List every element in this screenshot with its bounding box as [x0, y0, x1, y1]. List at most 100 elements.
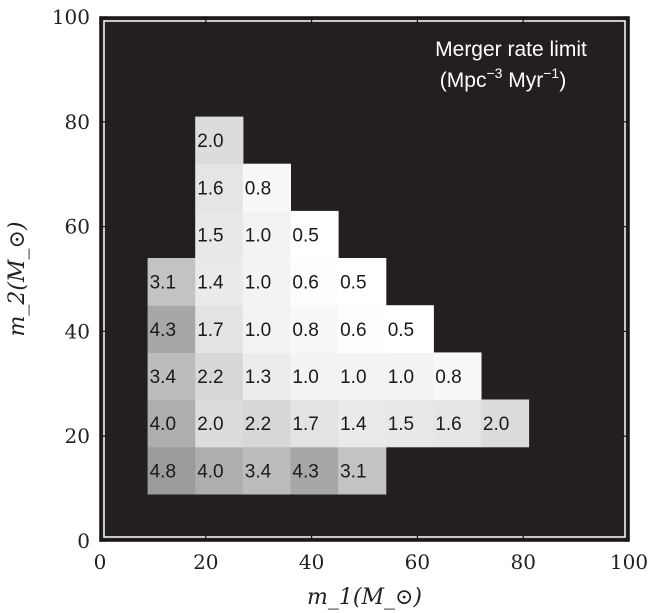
heatmap-cell: [195, 399, 244, 448]
cell-value-label: 0.5: [292, 226, 318, 247]
y-tick-label: 60: [65, 215, 90, 239]
cell-value-label: 3.1: [150, 273, 176, 294]
cell-value-label: 1.0: [292, 367, 318, 388]
y-tick-label: 20: [65, 424, 90, 448]
heatmap-cell: [195, 163, 244, 212]
cell-value-label: 0.6: [340, 320, 366, 341]
units-prefix: (Mpc: [440, 69, 487, 92]
cell-value-label: 4.0: [150, 414, 176, 435]
heatmap-cell: [290, 210, 339, 259]
cell-value-label: 1.7: [197, 320, 223, 341]
cell-value-label: 1.3: [245, 367, 271, 388]
x-tick-label: 80: [510, 550, 535, 574]
x-tick-label: 100: [610, 550, 648, 574]
heatmap-cell: [338, 305, 387, 353]
heatmap-cell: [290, 258, 339, 306]
cell-value-label: 3.4: [245, 461, 272, 482]
cell-value-label: 2.0: [197, 131, 223, 152]
heatmap-cell: [195, 116, 244, 165]
cell-value-label: 3.1: [340, 461, 366, 482]
heatmap-cell: [290, 305, 339, 353]
x-tick-label: 60: [405, 550, 430, 574]
cell-value-label: 1.4: [197, 273, 224, 294]
cell-value-label: 1.5: [197, 226, 223, 247]
heatmap-cell: [195, 258, 244, 306]
cell-value-label: 1.0: [245, 273, 271, 294]
x-tick-label: 40: [299, 550, 324, 574]
cell-value-label: 1.5: [388, 414, 414, 435]
heatmap-cell: [242, 305, 291, 353]
cell-value-label: 1.0: [388, 367, 414, 388]
heatmap-cell: [480, 399, 530, 448]
heatmap-cell: [242, 258, 291, 306]
cell-value-label: 0.6: [292, 273, 318, 294]
cell-value-label: 4.8: [150, 461, 176, 482]
cell-value-label: 0.5: [340, 273, 366, 294]
heatmap-cell: [385, 399, 434, 448]
x-tick-label: 0: [94, 550, 107, 574]
cell-value-label: 1.7: [292, 414, 318, 435]
heatmap-cell: [290, 352, 339, 401]
heatmap-cell: [385, 305, 434, 353]
cell-value-label: 4.0: [197, 461, 223, 482]
cell-value-label: 1.0: [245, 226, 271, 247]
heatmap-cell: [147, 446, 196, 495]
cell-value-label: 1.6: [197, 178, 223, 199]
annotation-units: (Mpc−3 Myr−1): [440, 65, 566, 92]
y-tick-label: 40: [65, 319, 90, 343]
heatmap-cell: [195, 446, 244, 495]
heatmap-cell: [147, 399, 196, 448]
heatmap-cell: [433, 352, 482, 401]
heatmap-cell: [147, 352, 196, 401]
heatmap-cell: [385, 352, 434, 401]
plot-frame: [99, 16, 630, 542]
units-mid: Myr: [502, 69, 543, 92]
annotation-title: Merger rate limit: [435, 38, 587, 61]
cell-value-label: 1.4: [340, 414, 367, 435]
heatmap-cell: [147, 258, 196, 306]
ticks-layer: 0 20 40 60 80 100 0 20 40 60 80 100: [52, 5, 648, 574]
heatmap-cell: [195, 305, 244, 353]
y-axis-label: m_2(M_⊙): [5, 222, 30, 337]
cell-labels-layer: 4.8 4.0 3.4 4.3 3.1 4.0 2.0 2.2 1.7 1.4 1.5 1.6 2.0 3…: [150, 131, 510, 482]
units-suffix: ): [559, 69, 566, 92]
heatmap-cell: [433, 399, 482, 448]
cell-value-label: 4.3: [292, 461, 318, 482]
cell-value-label: 4.3: [150, 320, 176, 341]
units-exponent-2: −1: [543, 65, 559, 81]
heatmap-cell: [338, 258, 387, 306]
units-exponent-1: −3: [486, 65, 502, 81]
heatmap-cell: [195, 210, 244, 259]
heatmap-cell: [242, 163, 291, 212]
y-tick-label: 80: [65, 110, 90, 134]
heatmap-cell: [242, 399, 291, 448]
heatmap-cell: [338, 399, 387, 448]
plot-inner-frame: [103, 20, 626, 538]
heatmap-cell: [242, 210, 291, 259]
heatmap-cell: [338, 446, 387, 495]
heatmap-cell: [338, 352, 387, 401]
y-tick-label: 100: [52, 5, 90, 29]
cell-value-label: 0.8: [245, 178, 271, 199]
x-axis-label: m_1(M_⊙): [307, 585, 422, 610]
cell-value-label: 1.0: [340, 367, 366, 388]
cell-value-label: 0.8: [435, 367, 461, 388]
cell-value-label: 3.4: [150, 367, 177, 388]
cells-layer: [147, 116, 530, 495]
cell-value-label: 2.2: [197, 367, 223, 388]
heatmap-cell: [195, 352, 244, 401]
heatmap-cell: [242, 446, 291, 495]
x-tick-label: 20: [193, 550, 218, 574]
cell-value-label: 2.0: [197, 414, 223, 435]
heatmap-cell: [290, 446, 339, 495]
cell-value-label: 1.0: [245, 320, 271, 341]
cell-value-label: 0.8: [292, 320, 318, 341]
cell-value-label: 2.0: [483, 414, 509, 435]
cell-value-label: 0.5: [388, 320, 414, 341]
heatmap-cell: [147, 305, 196, 353]
heatmap-cell: [290, 399, 339, 448]
cell-value-label: 1.6: [435, 414, 461, 435]
y-tick-label: 0: [77, 529, 90, 553]
cell-value-label: 2.2: [245, 414, 271, 435]
